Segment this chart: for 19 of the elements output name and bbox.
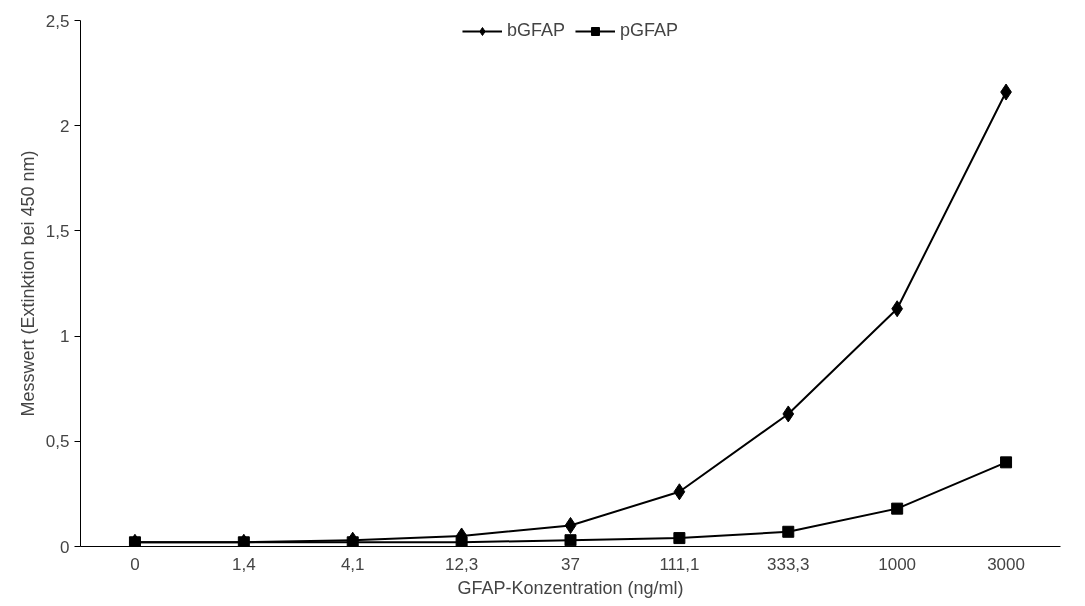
y-tick-label: 0 xyxy=(60,537,70,557)
x-axis-title: GFAP-Konzentration (ng/ml) xyxy=(457,577,684,598)
x-tick-label: 0 xyxy=(130,554,140,574)
x-tick-label: 111,1 xyxy=(659,554,700,574)
x-tick-label: 37 xyxy=(561,554,580,574)
x-tick-label: 1000 xyxy=(878,554,917,574)
x-tick-label: 3000 xyxy=(987,554,1025,574)
y-tick-label: 1 xyxy=(60,327,70,347)
legend-label: bGFAP xyxy=(506,20,565,41)
y-tick-label: 1,5 xyxy=(45,221,70,241)
y-tick-label: 0,5 xyxy=(45,432,70,452)
x-tick-label: 333,3 xyxy=(767,554,810,574)
x-tick-label: 12,3 xyxy=(445,554,479,574)
y-tick-label: 2,5 xyxy=(45,11,70,31)
y-tick-label: 2 xyxy=(60,116,70,136)
legend-label: pGFAP xyxy=(620,20,679,41)
x-tick-label: 1,4 xyxy=(232,554,256,574)
x-tick-label: 4,1 xyxy=(340,554,365,574)
y-axis-title: Messwert (Extinktion bei 450 nm) xyxy=(17,150,38,417)
